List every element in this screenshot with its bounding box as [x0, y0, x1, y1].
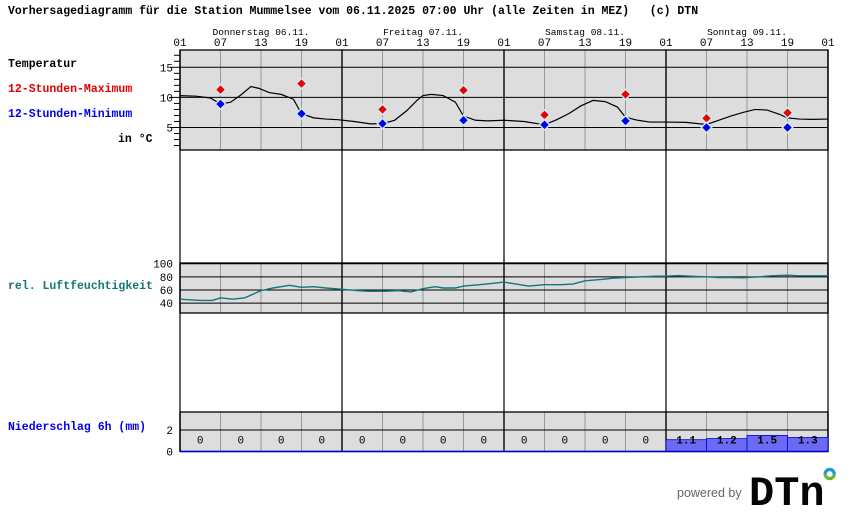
svg-text:60: 60 [160, 286, 173, 298]
svg-text:0: 0 [278, 436, 285, 448]
svg-text:01: 01 [335, 38, 349, 50]
svg-text:DTn: DTn [749, 470, 825, 518]
svg-text:0: 0 [318, 436, 325, 448]
svg-text:19: 19 [781, 38, 794, 50]
svg-text:10: 10 [160, 93, 173, 105]
svg-text:0: 0 [197, 436, 204, 448]
svg-text:13: 13 [254, 38, 267, 50]
svg-text:1.2: 1.2 [717, 436, 737, 448]
svg-text:0: 0 [480, 436, 487, 448]
svg-text:01: 01 [497, 38, 511, 50]
svg-text:1.1: 1.1 [676, 436, 696, 448]
svg-text:80: 80 [160, 273, 173, 285]
svg-text:15: 15 [160, 63, 173, 75]
svg-text:0: 0 [237, 436, 244, 448]
svg-text:13: 13 [578, 38, 591, 50]
svg-text:0: 0 [642, 436, 649, 448]
svg-text:0: 0 [561, 436, 568, 448]
svg-text:0: 0 [359, 436, 366, 448]
svg-text:07: 07 [376, 38, 389, 50]
svg-text:07: 07 [700, 38, 713, 50]
svg-text:2: 2 [166, 426, 173, 438]
svg-text:01: 01 [173, 38, 187, 50]
svg-text:40: 40 [160, 299, 173, 311]
svg-text:100: 100 [153, 260, 173, 272]
svg-text:19: 19 [619, 38, 632, 50]
svg-text:5: 5 [166, 124, 173, 136]
svg-text:19: 19 [295, 38, 308, 50]
svg-text:1.3: 1.3 [798, 436, 818, 448]
svg-text:0: 0 [166, 448, 173, 460]
svg-text:01: 01 [659, 38, 673, 50]
svg-text:0: 0 [521, 436, 528, 448]
svg-text:19: 19 [457, 38, 470, 50]
svg-text:0: 0 [602, 436, 609, 448]
svg-text:0: 0 [399, 436, 406, 448]
svg-text:1.5: 1.5 [757, 436, 777, 448]
svg-text:0: 0 [440, 436, 447, 448]
svg-text:13: 13 [740, 38, 753, 50]
svg-text:13: 13 [416, 38, 429, 50]
svg-text:07: 07 [538, 38, 551, 50]
svg-text:07: 07 [214, 38, 227, 50]
svg-text:01: 01 [821, 38, 835, 50]
